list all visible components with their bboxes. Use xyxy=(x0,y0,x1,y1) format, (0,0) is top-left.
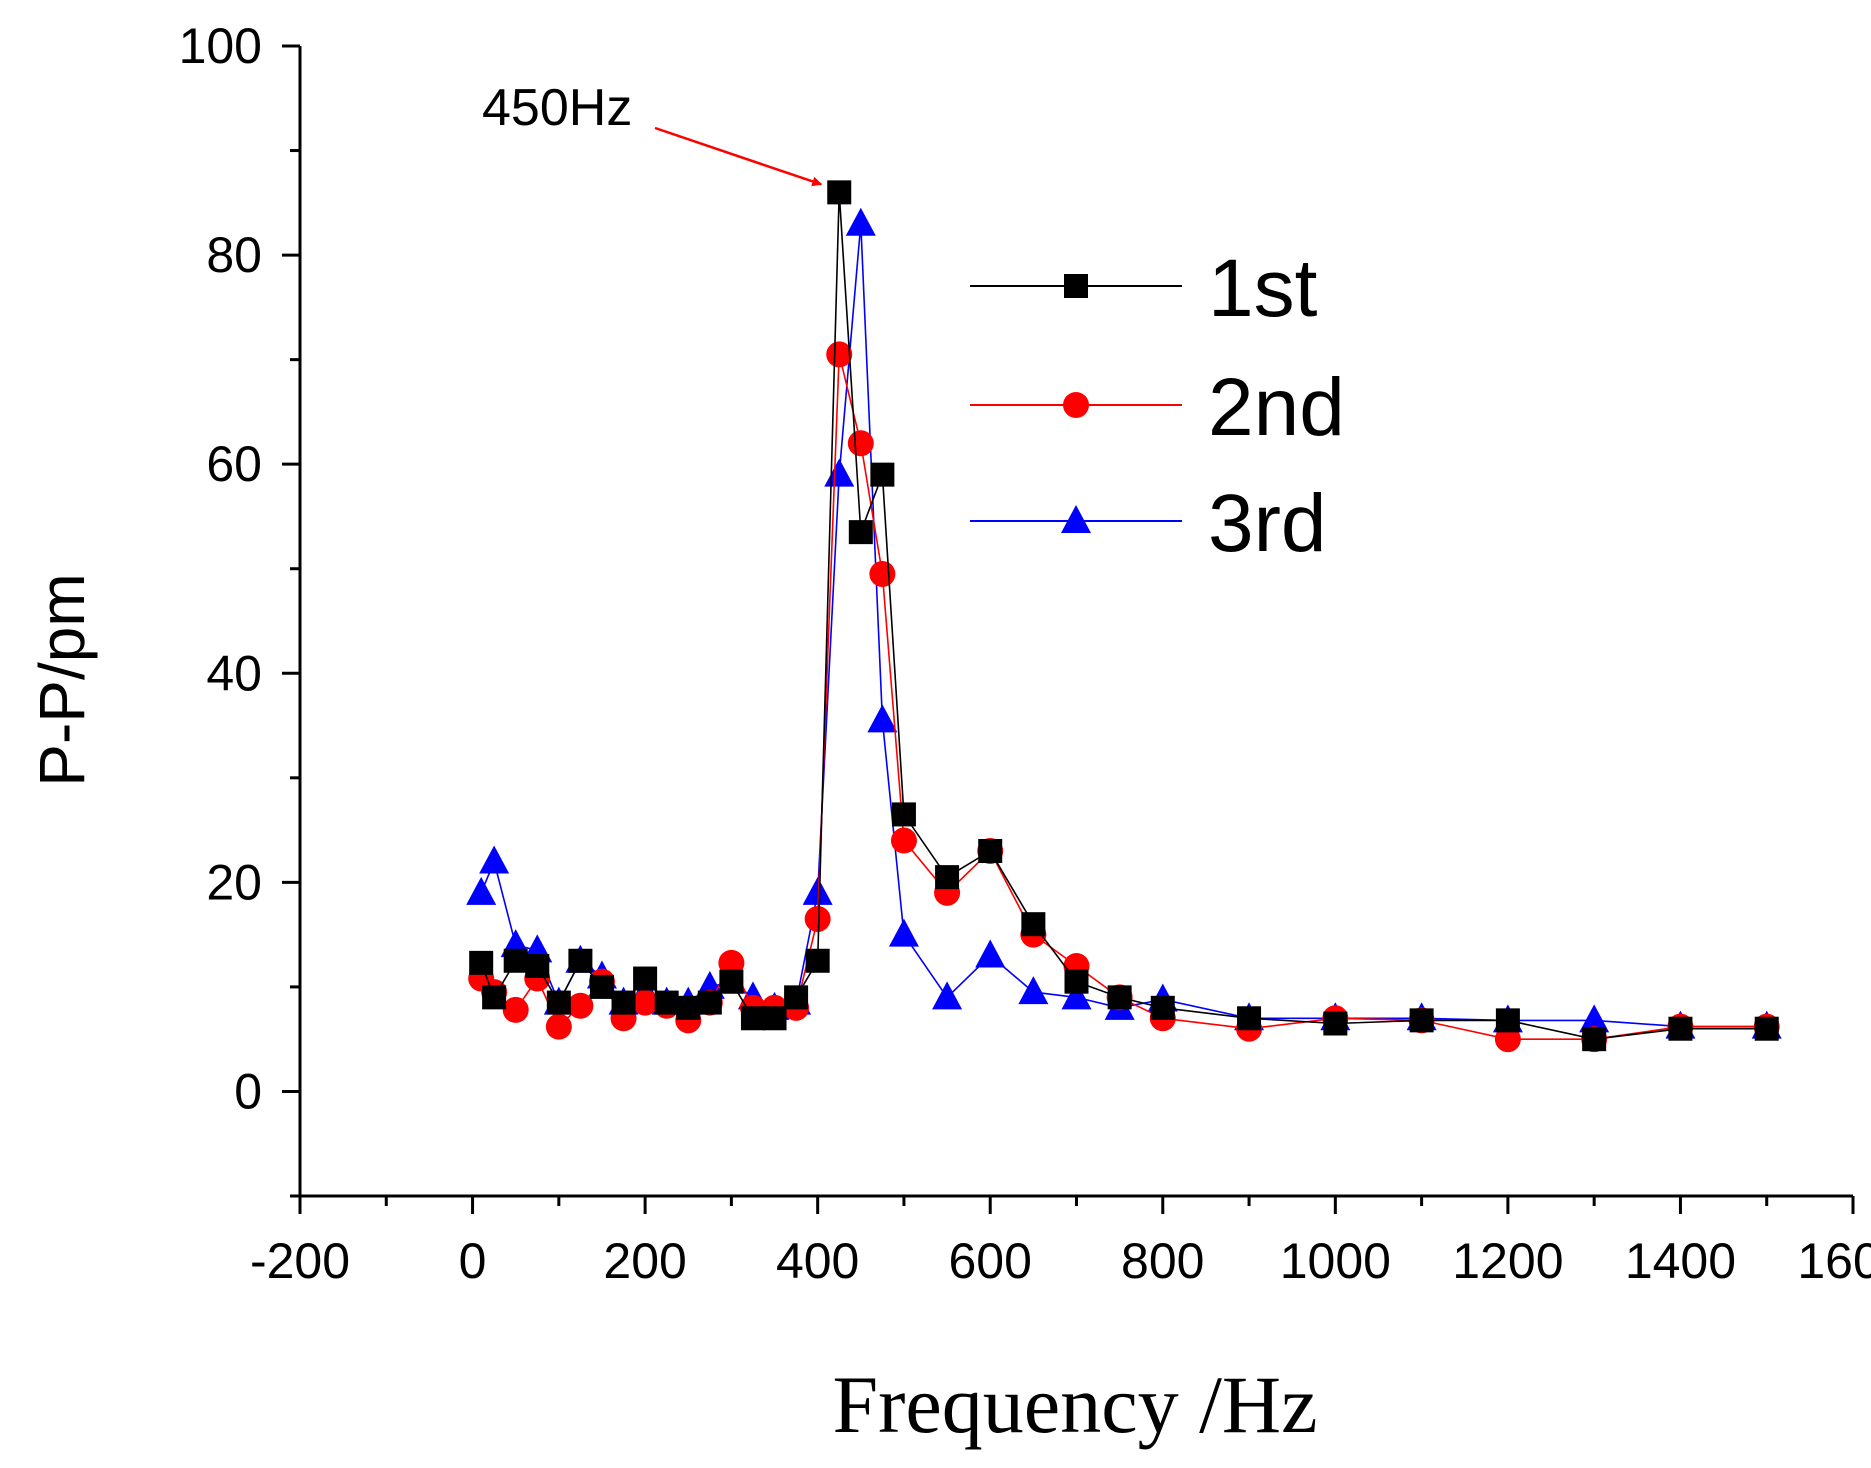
data-point-3rd xyxy=(867,704,898,733)
x-tick-label: 800 xyxy=(1121,1233,1204,1289)
legend-marker xyxy=(1064,274,1088,298)
data-point-2nd xyxy=(890,827,917,854)
y-tick-label: 40 xyxy=(206,645,262,701)
data-point-1st xyxy=(546,990,571,1015)
data-point-2nd xyxy=(567,992,594,1019)
legend-item-3rd: 3rd xyxy=(970,478,1327,569)
x-tick-label: 600 xyxy=(949,1233,1032,1289)
data-point-2nd xyxy=(847,430,874,457)
x-tick-label: 1200 xyxy=(1452,1233,1563,1289)
annotation-arrow xyxy=(654,126,823,187)
y-tick-label: 20 xyxy=(206,854,262,910)
series-line-3rd xyxy=(480,223,1767,1028)
series-3rd xyxy=(466,207,1782,1039)
data-point-1st xyxy=(1021,912,1046,937)
data-point-1st xyxy=(503,948,528,973)
data-point-3rd xyxy=(479,845,510,874)
legend-label: 3rd xyxy=(1208,478,1327,569)
data-point-1st xyxy=(1754,1016,1779,1041)
data-point-1st xyxy=(525,954,550,978)
data-point-1st xyxy=(1495,1008,1520,1033)
data-point-1st xyxy=(654,990,679,1015)
data-point-2nd xyxy=(869,560,896,587)
legend-label: 1st xyxy=(1208,243,1318,334)
series-1st xyxy=(469,180,1779,1052)
data-point-3rd xyxy=(1579,1004,1610,1033)
data-point-1st xyxy=(719,969,744,994)
legend-item-2nd: 2nd xyxy=(970,362,1345,453)
data-point-2nd xyxy=(718,949,745,976)
data-point-2nd xyxy=(632,989,659,1016)
data-point-1st xyxy=(676,995,701,1020)
series-2nd xyxy=(468,341,1780,1053)
y-tick-label: 0 xyxy=(234,1063,262,1119)
data-point-2nd xyxy=(545,1013,572,1040)
data-point-3rd xyxy=(845,207,876,236)
data-point-1st xyxy=(1668,1016,1693,1041)
annotation-group: 450Hz xyxy=(482,79,823,187)
legend-item-1st: 1st xyxy=(970,243,1318,334)
x-tick-label: 1400 xyxy=(1625,1233,1736,1289)
data-point-3rd xyxy=(824,458,855,487)
x-tick-label: 1000 xyxy=(1280,1233,1391,1289)
data-point-2nd xyxy=(804,905,831,932)
data-point-3rd xyxy=(975,939,1006,968)
data-point-1st xyxy=(784,985,809,1010)
data-point-1st xyxy=(891,802,916,827)
data-point-3rd xyxy=(1061,981,1092,1010)
legend-marker xyxy=(1063,392,1089,418)
x-tick-label: 200 xyxy=(603,1233,686,1289)
data-point-1st xyxy=(827,180,852,205)
data-point-1st xyxy=(978,839,1003,863)
series-line-1st xyxy=(480,192,1767,1041)
data-point-1st xyxy=(633,966,658,991)
x-tick-label: 400 xyxy=(776,1233,859,1289)
legend: 1st 2nd 3rd xyxy=(970,243,1345,569)
data-point-1st xyxy=(870,462,895,487)
annotation-label: 450Hz xyxy=(482,79,632,137)
data-point-1st xyxy=(740,1006,765,1031)
y-axis-label: P-P/pm xyxy=(26,573,98,786)
legend-marker xyxy=(1061,505,1091,533)
data-point-1st xyxy=(1237,1006,1262,1031)
series-line-2nd xyxy=(480,354,1767,1040)
y-tick-label: 60 xyxy=(206,436,262,492)
data-point-1st xyxy=(1107,985,1132,1010)
y-tick-label: 100 xyxy=(179,18,262,74)
data-point-1st xyxy=(1064,969,1089,994)
x-axis-label: Frequency /Hz xyxy=(833,1359,1318,1450)
y-tick-label: 80 xyxy=(206,227,262,283)
data-point-2nd xyxy=(1494,1026,1521,1053)
data-point-1st xyxy=(1582,1027,1607,1052)
legend-label: 2nd xyxy=(1208,362,1345,453)
data-point-1st xyxy=(1409,1008,1434,1033)
data-point-1st xyxy=(935,865,960,890)
data-point-1st xyxy=(568,948,593,973)
data-point-1st xyxy=(848,520,873,545)
data-point-3rd xyxy=(888,918,919,947)
data-point-1st xyxy=(469,950,494,975)
data-point-1st xyxy=(589,974,614,999)
data-point-1st xyxy=(482,985,507,1010)
data-point-1st xyxy=(1323,1011,1348,1036)
data-point-3rd xyxy=(932,981,963,1010)
x-tick-label: -200 xyxy=(250,1233,350,1289)
data-point-1st xyxy=(611,990,636,1015)
data-point-2nd xyxy=(502,996,529,1023)
plot-area xyxy=(466,180,1782,1053)
data-point-2nd xyxy=(826,341,853,368)
data-point-1st xyxy=(805,948,830,973)
data-point-3rd xyxy=(466,876,497,905)
data-point-1st xyxy=(697,990,722,1015)
data-point-1st xyxy=(1150,995,1175,1020)
data-point-1st xyxy=(762,1006,787,1031)
x-tick-label: 0 xyxy=(459,1233,487,1289)
data-point-3rd xyxy=(802,876,833,905)
data-point-3rd xyxy=(1018,976,1049,1005)
